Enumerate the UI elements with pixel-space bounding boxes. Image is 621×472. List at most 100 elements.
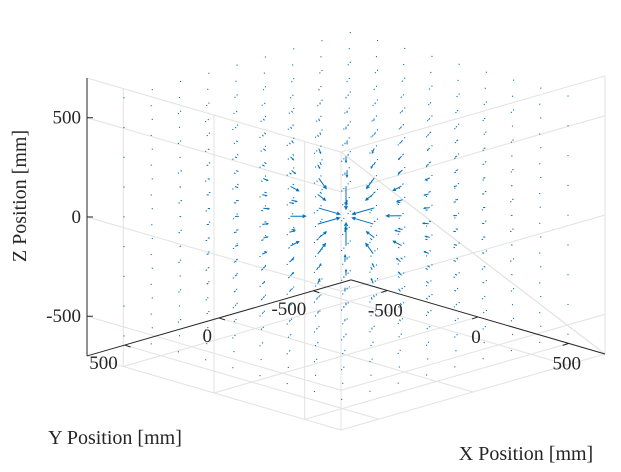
quiver-arrow-dot: [370, 225, 372, 227]
quiver-arrow-dot: [349, 210, 351, 212]
quiver-arrow: [373, 295, 375, 298]
quiver-arrow-dot: [287, 128, 289, 130]
quiver-arrow: [316, 180, 318, 182]
quiver-arrow-dot: [431, 174, 433, 177]
quiver-arrow-dot: [375, 56, 377, 58]
quiver-arrow-dot: [398, 366, 400, 368]
quiver-arrow-dot: [431, 264, 433, 266]
quiver-arrow: [373, 191, 376, 194]
quiver-arrow: [453, 260, 457, 262]
quiver-arrow-dot: [232, 337, 234, 339]
quiver-arrow-dot: [539, 163, 541, 165]
quiver-arrow-dot: [234, 334, 236, 337]
quiver-arrow: [235, 258, 238, 261]
quiver-arrow: [426, 280, 430, 284]
quiver-arrow-dot: [484, 87, 486, 89]
quiver-arrow: [208, 132, 211, 134]
quiver-arrow: [263, 207, 271, 210]
quiver-arrow-dot: [567, 214, 569, 216]
quiver-arrow-dot: [404, 196, 406, 198]
quiver-arrow-dot: [342, 233, 344, 236]
quiver-arrow: [429, 250, 432, 252]
quiver-arrow-dot: [321, 248, 323, 250]
quiver-arrow-dot: [458, 93, 460, 95]
quiver-arrow-dot: [205, 120, 207, 123]
quiver-arrow-dot: [286, 293, 288, 295]
quiver-arrow: [205, 299, 208, 301]
quiver-arrow: [263, 178, 269, 181]
quiver-arrow-dot: [321, 159, 323, 161]
quiver-arrow-dot: [320, 56, 322, 58]
quiver-arrow: [292, 94, 294, 97]
quiver-arrow-dot: [540, 325, 542, 327]
quiver-arrow-dot: [180, 140, 182, 142]
quiver-arrow-dot: [236, 302, 238, 304]
quiver-arrow: [262, 194, 268, 197]
quiver-arrow: [370, 297, 373, 300]
quiver-arrow: [234, 126, 237, 129]
quiver-arrow-dot: [375, 115, 377, 117]
quiver-arrow-dot: [347, 272, 349, 274]
quiver-arrow: [512, 139, 514, 141]
quiver-arrow-dot: [264, 56, 266, 58]
quiver-arrow: [402, 94, 405, 96]
quiver-arrow-dot: [431, 85, 433, 87]
quiver-arrow-dot: [349, 270, 351, 272]
quiver-arrow-dot: [343, 158, 345, 160]
quiver-arrow-dot: [431, 115, 433, 117]
quiver-arrow-dot: [259, 285, 261, 287]
quiver-arrow-dot: [482, 149, 484, 151]
quiver-arrow-dot: [457, 318, 459, 320]
quiver-arrow-dot: [485, 71, 487, 73]
quiver-arrow-dot: [341, 309, 343, 311]
quiver-arrow-dot: [371, 150, 373, 152]
quiver-arrow: [235, 110, 238, 113]
quiver-arrow-dot: [313, 271, 316, 273]
quiver-arrow-dot: [348, 226, 350, 228]
quiver-arrow-dot: [376, 278, 379, 280]
quiver-arrow-dot: [150, 343, 152, 345]
quiver-arrow-dot: [151, 237, 153, 240]
quiver-arrow-dot: [263, 72, 265, 74]
box-edge-back: [340, 75, 606, 153]
quiver-arrow-dot: [342, 144, 344, 146]
y-tick-label: -500: [271, 299, 306, 320]
quiver-arrow-dot: [404, 226, 406, 228]
quiver-arrow-dot: [348, 107, 350, 109]
quiver-arrow-dot: [567, 244, 569, 246]
quiver-arrow-dot: [319, 72, 321, 74]
quiver-arrow-dot: [264, 86, 266, 88]
quiver-arrow-dot: [286, 263, 288, 265]
quiver-arrow: [290, 240, 300, 247]
quiver-arrow: [373, 118, 375, 122]
quiver-arrow: [385, 213, 402, 218]
quiver-arrow: [317, 193, 327, 201]
quiver-arrow-dot: [454, 336, 456, 338]
quiver-arrow-dot: [348, 137, 350, 139]
quiver-arrow-dot: [426, 225, 428, 227]
quiver-arrow-dot: [376, 248, 379, 250]
quiver-arrow-dot: [313, 361, 316, 363]
quiver-arrow-dot: [403, 242, 405, 244]
quiver-arrow-dot: [374, 72, 376, 74]
quiver-arrow: [427, 311, 430, 314]
quiver-arrow: [425, 238, 428, 241]
quiver-arrow-dot: [454, 128, 456, 130]
quiver-arrow-dot: [341, 339, 343, 341]
quiver-arrow-dot: [376, 39, 379, 42]
quiver-arrow: [483, 265, 486, 268]
quiver-arrow-dot: [404, 167, 406, 169]
quiver-arrow: [453, 185, 458, 188]
quiver-arrow-dot: [455, 112, 457, 114]
quiver-arrow-dot: [315, 285, 317, 287]
quiver-arrow-dot: [286, 383, 288, 385]
quiver-arrow-dot: [177, 321, 179, 323]
quiver-arrow-dot: [321, 69, 323, 72]
quiver-arrow-dot: [539, 103, 541, 105]
quiver-arrow-dot: [286, 353, 288, 355]
quiver-arrow: [365, 231, 375, 239]
quiver-arrow-dot: [539, 252, 541, 254]
quiver-arrow-dot: [180, 259, 182, 261]
quiver-arrow: [287, 276, 290, 279]
